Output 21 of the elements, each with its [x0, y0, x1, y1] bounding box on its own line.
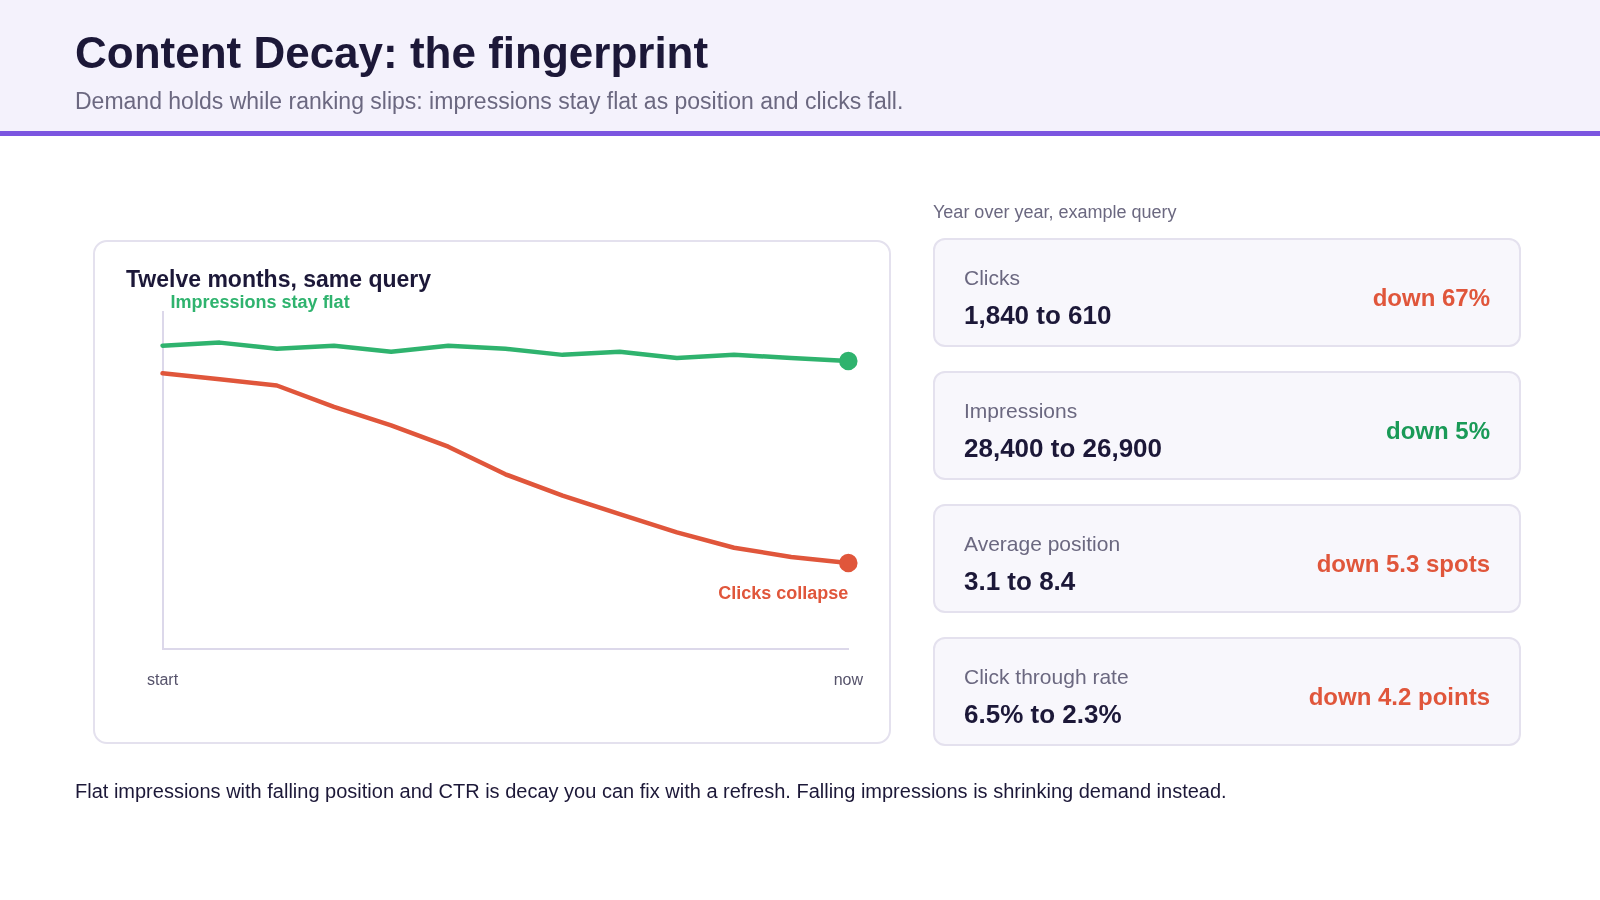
text: Impressions: [964, 399, 1078, 423]
text: Year over year, example query: [933, 202, 1178, 223]
text: Click through rate: [964, 665, 1129, 689]
x-tick-label: start: [147, 670, 179, 688]
text: Twelve months, same query: [126, 266, 432, 293]
text: Clicks: [964, 266, 1020, 290]
text: Average position: [964, 532, 1121, 556]
text: Flat impressions with falling position and CTR is decay you can fix with a refresh. Falling impressions is shrinking demand instead.: [75, 780, 1227, 803]
text: down 5%: [1385, 417, 1490, 445]
text: down 4.2 points: [1308, 683, 1490, 711]
text: 28,400 to 26,900: [964, 433, 1163, 464]
series-label: Impressions stay flat: [170, 291, 350, 312]
text: down 5.3 spots: [1316, 550, 1490, 578]
chart-subtitle: Demand holds while ranking slips: impressions stay flat as position and clicks fall.: [75, 88, 904, 115]
text: 3.1 to 8.4: [964, 566, 1076, 597]
text: down 67%: [1372, 284, 1490, 312]
text: 6.5% to 2.3%: [964, 699, 1122, 730]
x-tick-label: now: [833, 670, 864, 688]
series-label: Clicks collapse: [718, 583, 849, 604]
chart-title: Content Decay: the fingerprint: [75, 28, 709, 78]
text: 1,840 to 610: [964, 300, 1112, 331]
